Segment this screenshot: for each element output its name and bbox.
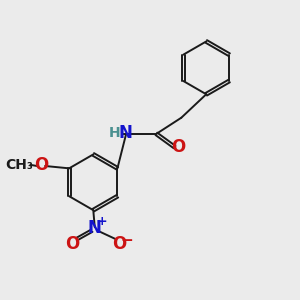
Text: O: O [66,235,80,253]
Text: O: O [172,138,186,156]
Text: N: N [88,219,102,237]
Text: H: H [109,126,120,140]
Text: O: O [34,156,48,174]
Text: −: − [121,233,134,248]
Text: O: O [112,235,127,253]
Text: +: + [97,215,107,228]
Text: N: N [118,124,133,142]
Text: CH₃: CH₃ [5,158,33,172]
